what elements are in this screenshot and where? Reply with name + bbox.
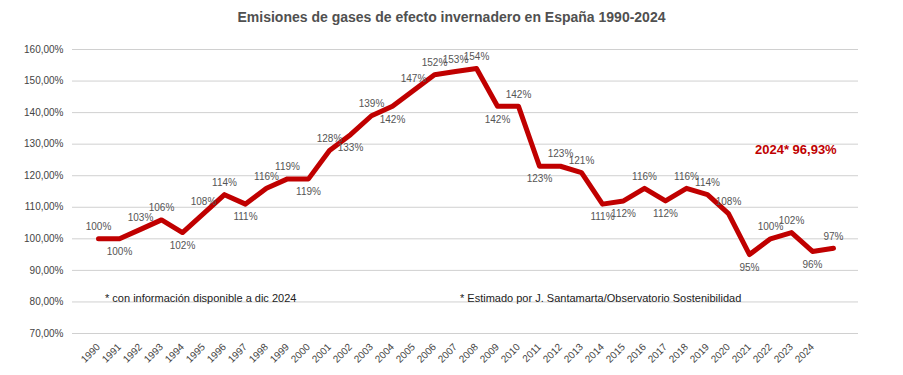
svg-text:110,00%: 110,00%: [25, 201, 64, 212]
svg-text:119%: 119%: [275, 161, 300, 172]
svg-text:102%: 102%: [170, 240, 196, 251]
svg-text:108%: 108%: [191, 196, 217, 207]
svg-text:2011: 2011: [520, 341, 543, 364]
svg-text:100%: 100%: [757, 221, 784, 232]
svg-text:2008: 2008: [457, 341, 481, 365]
svg-text:112%: 112%: [653, 208, 678, 219]
svg-text:2024: 2024: [793, 341, 817, 365]
svg-text:1993: 1993: [142, 341, 166, 365]
html-text:* con información disponible a: * con información disponible a dic 2024: [105, 292, 297, 304]
svg-text:2020: 2020: [709, 341, 733, 365]
svg-text:96%: 96%: [802, 259, 822, 270]
svg-text:142%: 142%: [485, 114, 511, 125]
svg-text:1992: 1992: [121, 341, 145, 365]
svg-text:2022: 2022: [751, 341, 775, 365]
svg-text:1996: 1996: [205, 341, 229, 365]
svg-text:2001: 2001: [310, 341, 334, 365]
svg-text:102%: 102%: [779, 215, 805, 226]
svg-text:150,00%: 150,00%: [24, 75, 64, 86]
svg-text:2009: 2009: [478, 341, 502, 365]
svg-text:2016: 2016: [625, 341, 649, 365]
svg-text:2018: 2018: [667, 341, 691, 365]
svg-text:2014: 2014: [583, 341, 607, 365]
svg-text:116%: 116%: [632, 171, 657, 182]
svg-text:2013: 2013: [562, 341, 586, 365]
svg-text:2003: 2003: [352, 341, 376, 365]
svg-text:153%: 153%: [442, 53, 469, 65]
svg-text:2010: 2010: [499, 341, 523, 365]
svg-text:95%: 95%: [739, 262, 759, 273]
svg-text:90,00%: 90,00%: [30, 265, 64, 276]
svg-text:119%: 119%: [296, 186, 321, 197]
svg-text:123%: 123%: [547, 148, 574, 160]
svg-text:80,00%: 80,00%: [30, 296, 64, 307]
svg-text:116%: 116%: [254, 171, 279, 182]
svg-text:2015: 2015: [604, 341, 628, 365]
svg-text:1994: 1994: [163, 341, 187, 365]
svg-text:1990: 1990: [79, 341, 103, 365]
svg-text:2012: 2012: [541, 341, 565, 365]
svg-text:1998: 1998: [247, 341, 271, 365]
svg-text:2007: 2007: [436, 341, 460, 365]
svg-text:120,00%: 120,00%: [24, 170, 64, 181]
svg-text:100%: 100%: [86, 221, 112, 232]
svg-text:121%: 121%: [569, 155, 595, 166]
svg-text:1997: 1997: [226, 341, 250, 365]
svg-text:139%: 139%: [359, 98, 385, 109]
svg-text:2004: 2004: [373, 341, 397, 365]
svg-text:160,00%: 160,00%: [24, 44, 64, 55]
svg-text:1991: 1991: [100, 341, 124, 365]
html-text:2024* 96,93%: 2024* 96,93%: [755, 142, 837, 157]
svg-text:2023: 2023: [772, 341, 796, 365]
svg-text:123%: 123%: [527, 173, 553, 184]
svg-text:2021: 2021: [730, 341, 754, 365]
svg-text:2006: 2006: [415, 341, 439, 365]
svg-text:111%: 111%: [590, 211, 615, 223]
svg-text:97%: 97%: [823, 231, 843, 242]
svg-text:114%: 114%: [212, 177, 237, 188]
svg-text:2005: 2005: [394, 341, 418, 365]
svg-text:111%: 111%: [233, 211, 257, 222]
svg-text:100,00%: 100,00%: [24, 233, 64, 244]
svg-text:140,00%: 140,00%: [24, 107, 64, 118]
svg-text:108%: 108%: [716, 196, 742, 207]
svg-text:2017: 2017: [646, 341, 670, 365]
svg-text:114%: 114%: [695, 177, 720, 188]
svg-text:70,00%: 70,00%: [30, 328, 64, 339]
svg-text:1995: 1995: [184, 341, 208, 365]
svg-text:103%: 103%: [128, 212, 154, 223]
svg-text:100%: 100%: [107, 246, 133, 257]
svg-text:154%: 154%: [464, 51, 490, 62]
svg-text:2002: 2002: [331, 341, 355, 365]
svg-text:112%: 112%: [611, 208, 636, 219]
svg-text:1999: 1999: [268, 341, 292, 365]
svg-text:128%: 128%: [316, 132, 343, 144]
svg-text:133%: 133%: [338, 142, 364, 153]
html-text:* Estimado por J. Santamarta/O: * Estimado por J. Santamarta/Observatori…: [460, 292, 742, 304]
svg-text:116%: 116%: [674, 170, 699, 182]
html-text:Emisiones de gases de efecto i: Emisiones de gases de efecto invernadero…: [237, 9, 666, 25]
svg-text:152%: 152%: [421, 56, 448, 68]
svg-text:142%: 142%: [380, 114, 406, 125]
svg-text:147%: 147%: [401, 73, 427, 84]
svg-text:2019: 2019: [688, 341, 712, 365]
svg-text:2000: 2000: [289, 341, 313, 365]
svg-text:142%: 142%: [506, 89, 532, 100]
svg-text:130,00%: 130,00%: [24, 138, 64, 149]
svg-text:106%: 106%: [149, 202, 175, 213]
